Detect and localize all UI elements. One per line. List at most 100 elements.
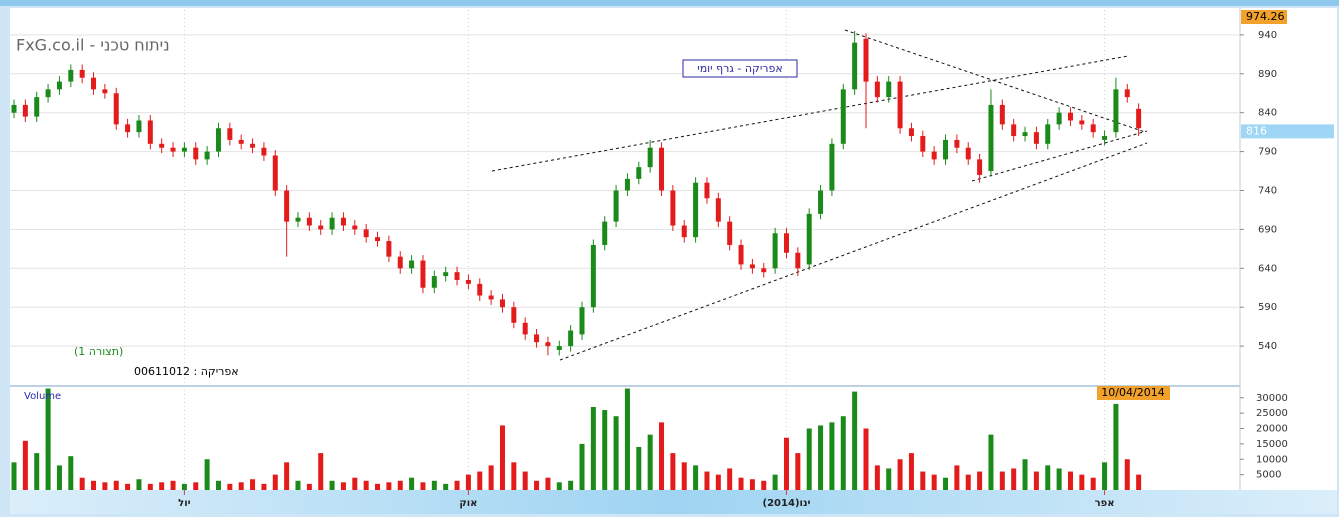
volume-bar <box>749 479 755 490</box>
candle-body <box>22 104 28 117</box>
candle-body <box>1067 112 1073 121</box>
volume-bar <box>22 440 28 490</box>
volume-bar <box>897 459 903 490</box>
candle-body <box>681 225 687 238</box>
x-tick-label: יול <box>178 498 190 509</box>
volume-bar <box>965 474 971 490</box>
candle-body <box>1011 124 1017 137</box>
candle-body <box>68 69 74 82</box>
candle-body <box>1090 124 1096 133</box>
volume-bar <box>693 465 699 490</box>
candle-body <box>852 42 858 90</box>
volume-bar <box>329 480 335 490</box>
candle-body <box>943 139 949 160</box>
x-tick-label: אוק <box>459 498 477 509</box>
trendline <box>844 29 1146 133</box>
y-tick-label: 540 <box>1258 341 1277 352</box>
y-tick-label: 890 <box>1258 69 1277 80</box>
volume-bar <box>352 477 358 490</box>
candle-body <box>840 89 846 144</box>
volume-bar <box>613 416 619 490</box>
volume-bar <box>193 482 199 490</box>
volume-tick-label: 25000 <box>1256 408 1288 419</box>
candle-body <box>1113 89 1119 133</box>
y-tick-label: 840 <box>1258 108 1277 119</box>
volume-label: Volume <box>24 391 61 402</box>
candle-body <box>795 252 801 269</box>
volume-bar <box>534 480 540 490</box>
volume-bar <box>999 471 1005 490</box>
candle-body <box>1136 108 1142 129</box>
volume-bar <box>465 474 471 490</box>
price-marker-label: 816 <box>1246 124 1267 137</box>
volume-bar <box>886 468 892 490</box>
volume-bar <box>250 479 256 490</box>
volume-bar <box>1079 474 1085 490</box>
candle-body <box>45 89 51 98</box>
candle-body <box>329 217 335 230</box>
candle-body <box>181 147 187 152</box>
candle-body <box>568 330 574 347</box>
candle-body <box>79 69 85 78</box>
y-tick-label: 640 <box>1258 263 1277 274</box>
candle-body <box>136 120 142 133</box>
volume-bar <box>602 410 608 490</box>
volume-bar <box>306 483 312 490</box>
candle-body <box>261 147 267 156</box>
volume-bar <box>238 482 244 490</box>
x-tick-label: ינו(2014) <box>763 498 811 509</box>
volume-bar <box>1045 465 1051 490</box>
volume-bar <box>68 456 74 490</box>
volume-bar <box>806 428 812 490</box>
volume-bar <box>545 477 551 490</box>
volume-bar <box>647 434 653 490</box>
volume-bar <box>102 482 108 490</box>
volume-bar <box>988 434 994 490</box>
candle-body <box>602 221 608 245</box>
volume-bar <box>920 471 926 490</box>
trendline <box>559 142 1148 361</box>
volume-bar <box>795 453 801 490</box>
candle-body <box>340 217 346 226</box>
volume-tick-label: 5000 <box>1256 470 1281 481</box>
candle-body <box>886 81 892 98</box>
y-tick-label: 740 <box>1258 185 1277 196</box>
candle-body <box>443 272 449 277</box>
volume-bar <box>1124 459 1130 490</box>
candle-body <box>556 346 562 350</box>
instrument: אפריקה : 00611012 <box>134 365 239 378</box>
volume-bar <box>1056 468 1062 490</box>
volume-bar <box>590 406 596 490</box>
candle-body <box>238 139 244 144</box>
volume-bar <box>375 483 381 490</box>
y-tick-label: 590 <box>1258 302 1277 313</box>
volume-tick-label: 20000 <box>1256 424 1288 435</box>
labels: 540 590 640 690 740 790 840 890 940 5000 10000 1500… <box>178 10 1334 509</box>
volume-bar <box>659 422 665 490</box>
candle-body <box>113 93 119 125</box>
volume-bar <box>511 462 517 490</box>
candle-body <box>465 279 471 284</box>
volume-bar <box>397 480 403 490</box>
volume-bar <box>829 422 835 490</box>
volume-bar <box>568 480 574 490</box>
volume-bar <box>681 462 687 490</box>
candle-body <box>534 334 540 343</box>
volume-bar <box>1113 403 1119 490</box>
candle-body <box>227 128 233 140</box>
chart-title: FxG.co.il - ניתוח טכני <box>16 36 170 55</box>
marks <box>11 31 1142 490</box>
candle-body <box>727 221 733 245</box>
candle-body <box>670 190 676 226</box>
volume-bar <box>954 465 960 490</box>
volume-tick-label: 30000 <box>1256 393 1288 404</box>
candle-body <box>704 182 710 199</box>
volume-bar <box>136 479 142 490</box>
volume-bar <box>1102 462 1108 490</box>
volume-bar <box>386 482 392 490</box>
trendline <box>971 130 1148 182</box>
candle-body <box>193 147 199 160</box>
candle-body <box>874 81 880 98</box>
chart-subtitle: אפריקה - גרף יומי <box>697 62 783 75</box>
candle-body <box>477 283 483 296</box>
